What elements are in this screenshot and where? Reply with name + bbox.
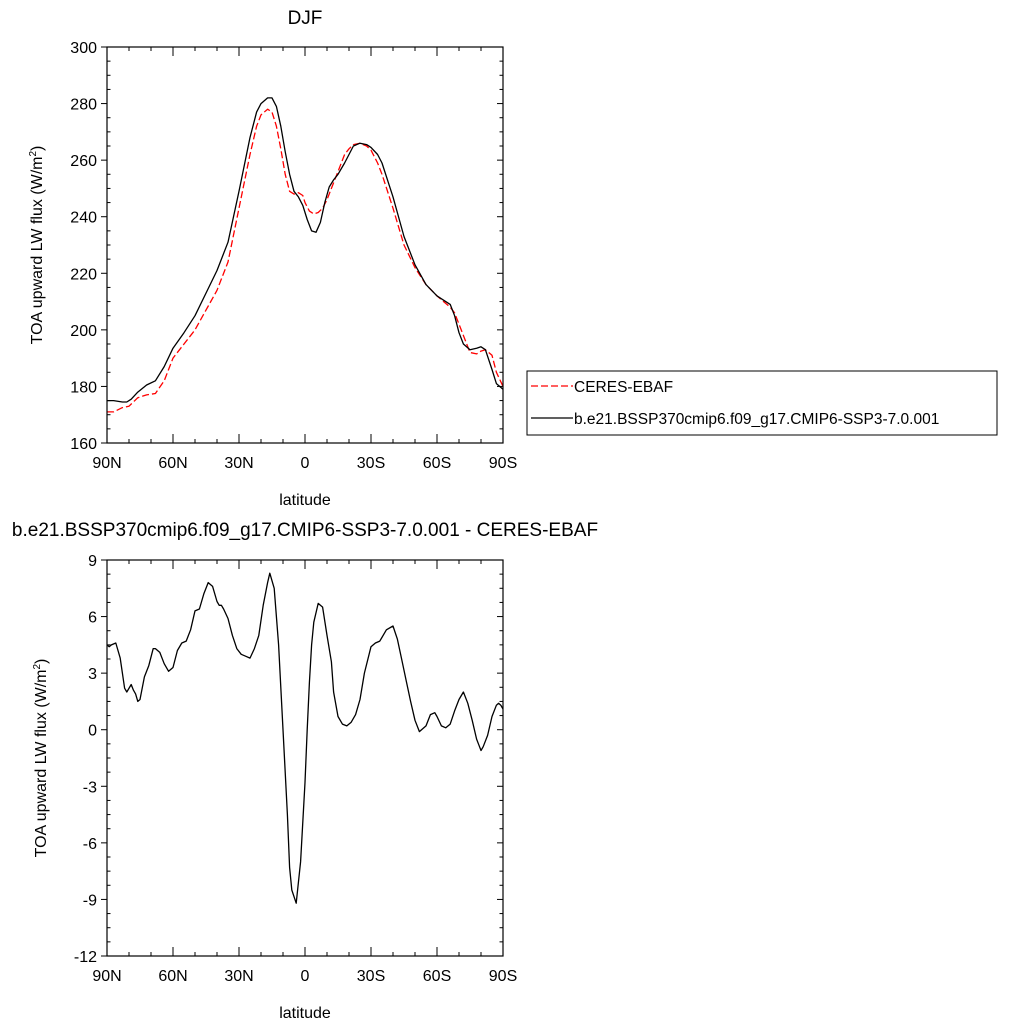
top-series-group <box>107 97 504 413</box>
top-x-axis-label: latitude <box>279 492 331 509</box>
top-chart-title: DJF <box>288 8 323 29</box>
bottom-y-tick-label: 6 <box>88 610 97 627</box>
top-y-axis-label-main: TOA upward LW flux (W/m <box>29 157 46 345</box>
bottom-x-tick-label: 60N <box>158 968 187 985</box>
top-y-axis-label-tail: ) <box>29 146 46 151</box>
top-series-line-ceres <box>107 108 504 413</box>
top-y-tick-label: 180 <box>70 379 97 396</box>
bottom-y-tick-label: -3 <box>83 779 97 796</box>
bottom-x-axis-label: latitude <box>279 1005 331 1022</box>
top-x-tick-label: 30N <box>224 455 253 472</box>
top-x-tick-label: 60S <box>423 455 451 472</box>
bottom-plot-frame <box>106 559 504 957</box>
legend-label-ceres: CERES-EBAF <box>574 379 673 396</box>
bottom-y-tick-label: 9 <box>88 553 97 570</box>
bottom-y-axis-label-main: TOA upward LW flux (W/m <box>33 670 50 858</box>
bottom-y-tick-label: -6 <box>83 836 97 853</box>
top-axis-ticks <box>101 46 504 444</box>
top-y-axis-label: TOA upward LW flux (W/m2) <box>28 146 46 345</box>
bottom-y-tick-label: -9 <box>83 892 97 909</box>
top-panel: DJF 90N 60N 30N 0 30S 60S 90S 160 180 200 220 240 26… <box>28 8 998 509</box>
bottom-axis-ticks <box>101 559 504 957</box>
top-x-tick-label: 30S <box>357 455 385 472</box>
top-plot-frame <box>106 46 504 444</box>
bottom-y-tick-label: -12 <box>74 949 97 966</box>
top-series-line-model <box>107 97 504 403</box>
bottom-chart-title: b.e21.BSSP370cmip6.f09_g17.CMIP6-SSP3-7.… <box>12 520 598 541</box>
top-y-tick-label: 240 <box>70 210 97 227</box>
top-x-tick-label: 0 <box>301 455 310 472</box>
bottom-series-group <box>106 572 504 904</box>
top-y-axis-label-sup: 2 <box>28 151 39 157</box>
bottom-y-axis-label-tail: ) <box>33 659 50 664</box>
top-x-tick-label: 60N <box>158 455 187 472</box>
bottom-y-axis-label-sup: 2 <box>32 664 43 670</box>
bottom-x-tick-label: 30N <box>224 968 253 985</box>
top-y-tick-label: 200 <box>70 323 97 340</box>
bottom-x-tick-label: 30S <box>357 968 385 985</box>
top-y-tick-label: 260 <box>70 153 97 170</box>
top-x-tick-label: 90N <box>92 455 121 472</box>
bottom-y-tick-label: 0 <box>88 723 97 740</box>
bottom-series-line-difference <box>106 572 504 904</box>
top-y-tick-label: 300 <box>70 40 97 57</box>
legend-box <box>526 370 998 436</box>
bottom-y-tick-label: 3 <box>88 666 97 683</box>
top-y-tick-label: 280 <box>70 97 97 114</box>
legend-label-model: b.e21.BSSP370cmip6.f09_g17.CMIP6-SSP3-7.… <box>574 411 939 428</box>
top-x-tick-label: 90S <box>489 455 517 472</box>
top-y-tick-label: 220 <box>70 266 97 283</box>
bottom-x-tick-label: 0 <box>301 968 310 985</box>
top-y-tick-label: 160 <box>70 436 97 453</box>
bottom-x-tick-label: 90N <box>92 968 121 985</box>
bottom-y-axis-label: TOA upward LW flux (W/m2) <box>32 659 50 858</box>
bottom-tick-labels: 90N 60N 30N 0 30S 60S 90S -12 -9 -6 -3 0 3 6 9 <box>74 553 517 985</box>
bottom-panel: b.e21.BSSP370cmip6.f09_g17.CMIP6-SSP3-7.… <box>12 520 598 1022</box>
top-tick-labels: 90N 60N 30N 0 30S 60S 90S 160 180 200 220 240 260 280… <box>70 40 517 472</box>
bottom-x-tick-label: 90S <box>489 968 517 985</box>
bottom-x-tick-label: 60S <box>423 968 451 985</box>
legend: CERES-EBAF b.e21.BSSP370cmip6.f09_g17.CM… <box>526 370 998 436</box>
